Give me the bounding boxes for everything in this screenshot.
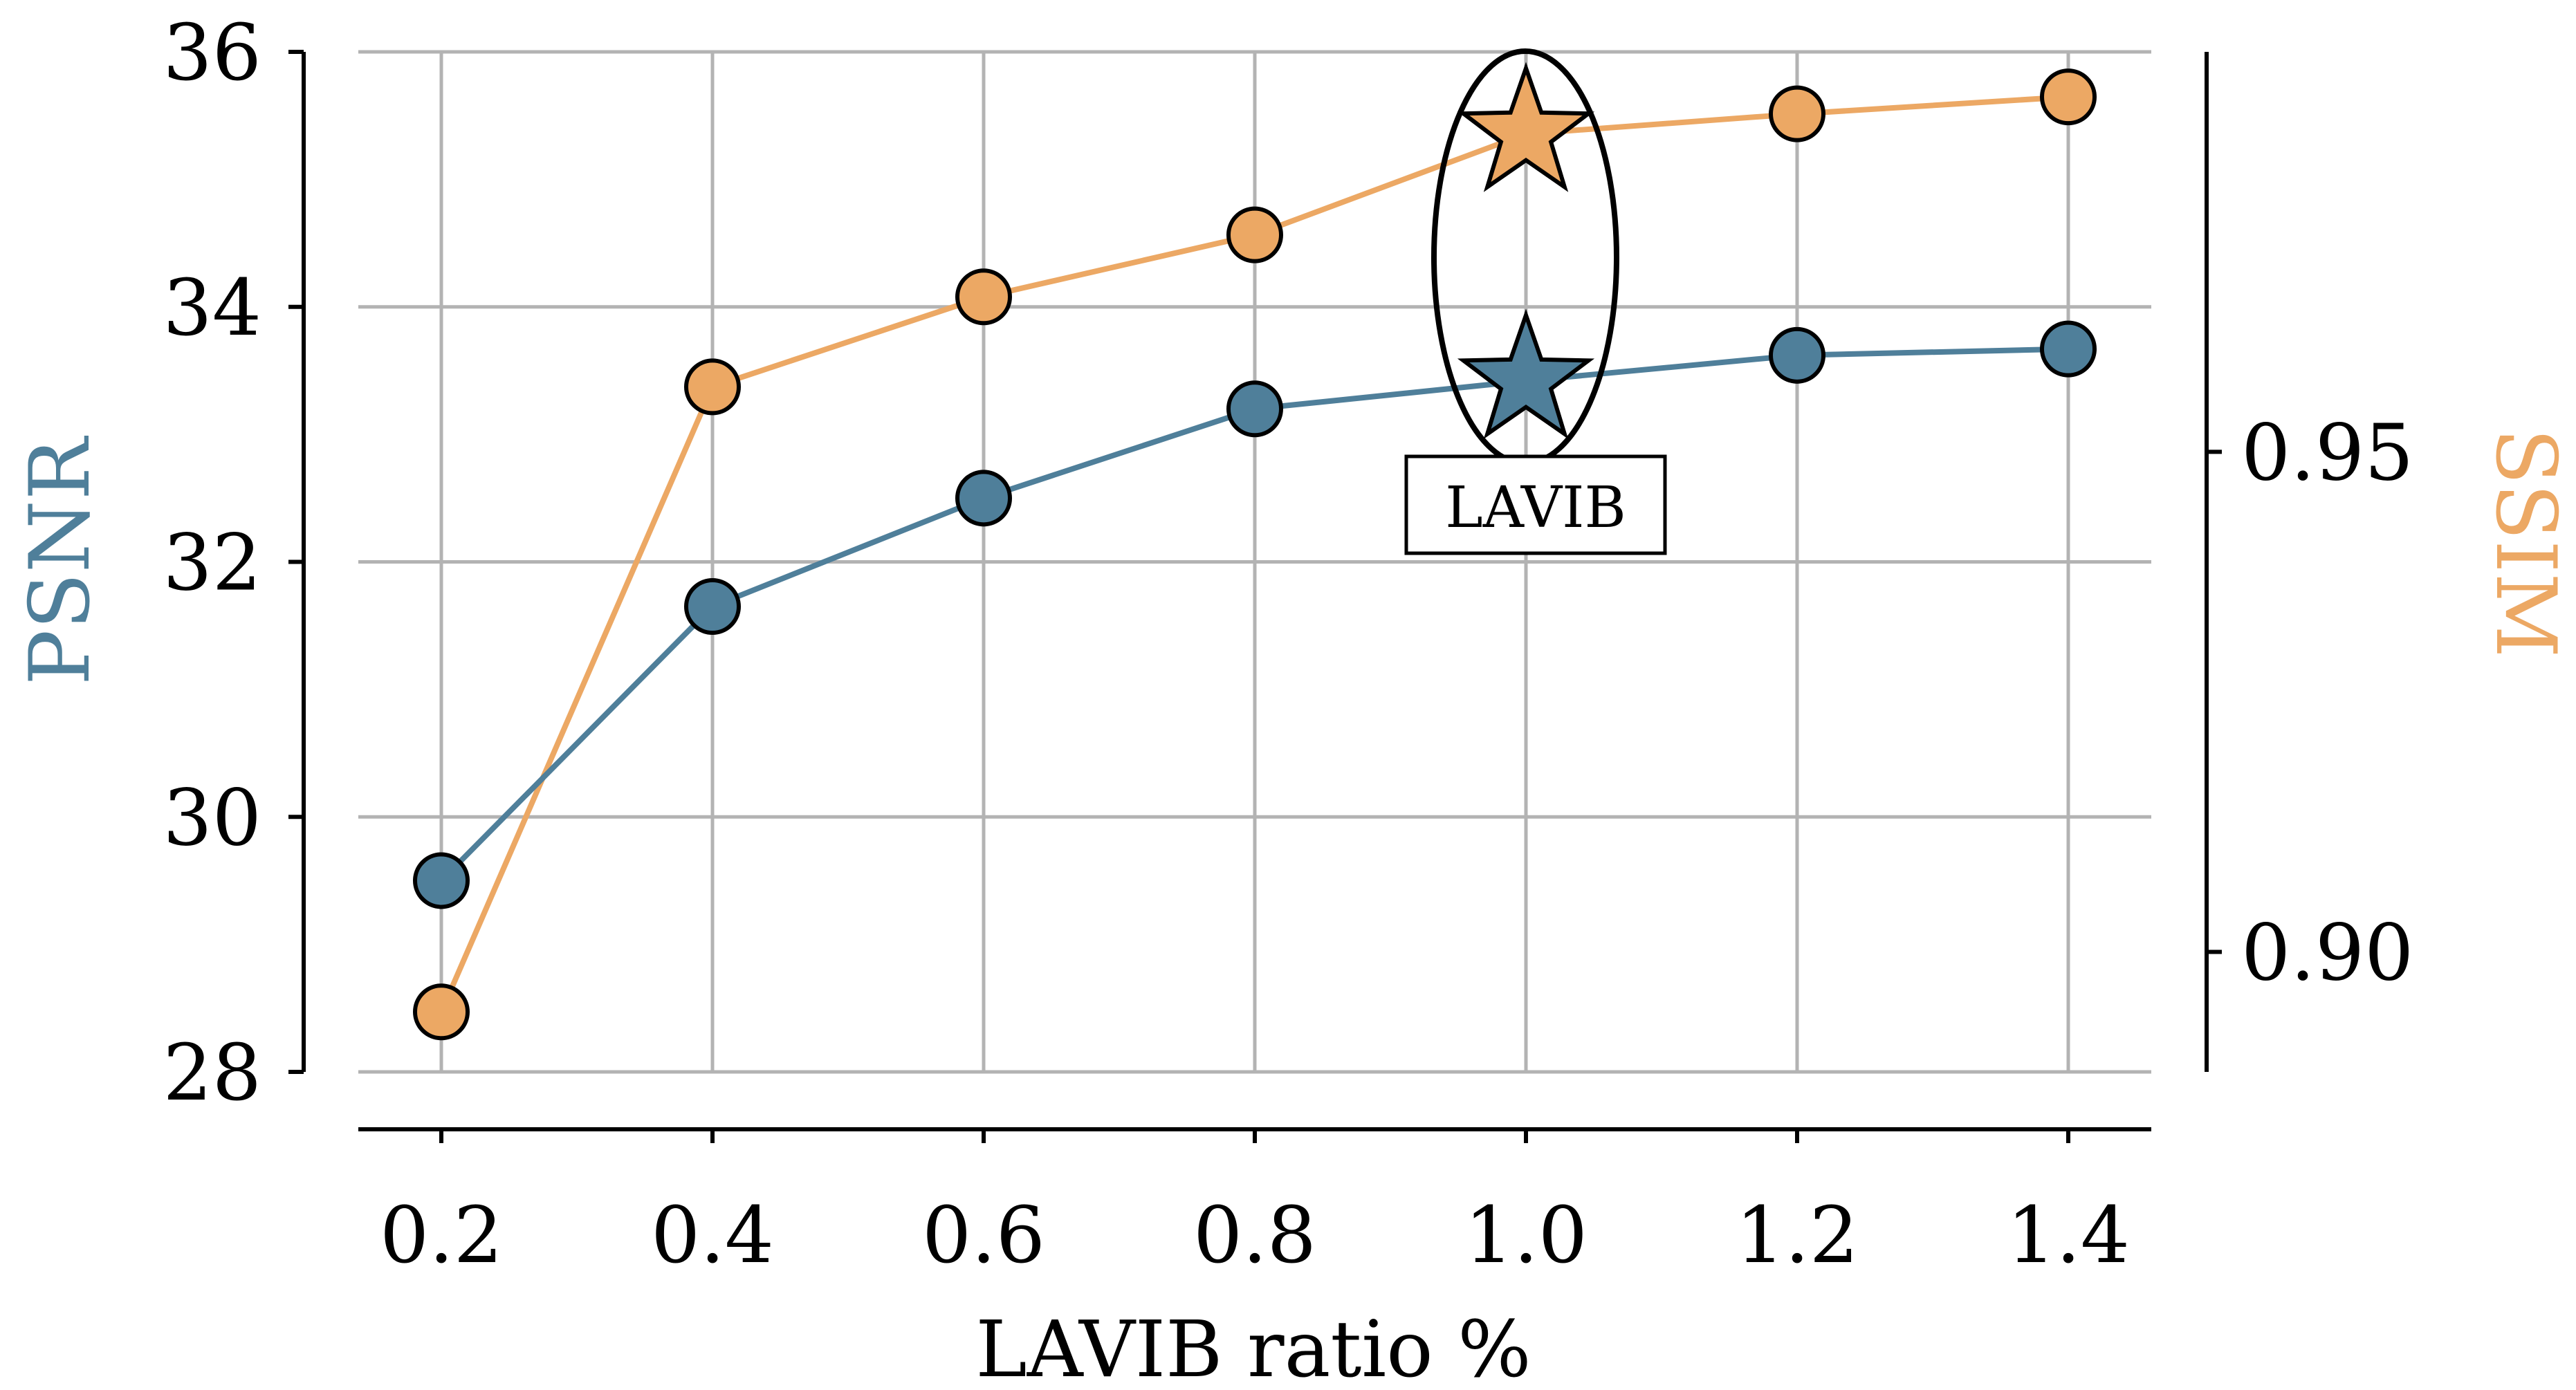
psnr-point [1769, 326, 1825, 384]
x-axis-title: LAVIB ratio % [975, 1305, 1531, 1390]
y-left-tick-label: 34 [163, 263, 261, 353]
psnr-point [1226, 380, 1283, 438]
ticks: 0.2 0.4 0.6 0.8 1.0 1.2 1.4 28 30 32 34 36 0.90 0.95 [163, 8, 2413, 1281]
ssim-point [1226, 206, 1283, 263]
highlight-label: LAVIB [1445, 475, 1626, 541]
x-tick-label: 1.4 [2007, 1191, 2130, 1281]
y-right-axis-title: SSIM [2477, 428, 2573, 658]
x-tick-label: 1.2 [1736, 1191, 1859, 1281]
psnr-star-point [1457, 308, 1595, 439]
psnr-point [413, 852, 470, 909]
x-tick-label: 0.2 [380, 1191, 503, 1281]
x-tick-label: 1.0 [1464, 1191, 1588, 1281]
x-tick-label: 0.4 [651, 1191, 774, 1281]
psnr-point [2040, 320, 2097, 378]
y-right-tick-label: 0.90 [2241, 908, 2413, 998]
ssim-point [2040, 68, 2097, 126]
psnr-point [684, 578, 741, 636]
highlight-label-box [1404, 454, 1667, 555]
ssim-point [413, 983, 470, 1041]
ssim-point [684, 358, 741, 416]
y-left-axis-title: PSNR [12, 435, 109, 685]
ssim-star-point [1457, 62, 1595, 192]
x-tick-label: 0.6 [922, 1191, 1045, 1281]
x-tick-label: 0.8 [1193, 1191, 1316, 1281]
y-right-tick-label: 0.95 [2241, 408, 2413, 498]
y-left-tick-label: 30 [163, 773, 261, 863]
annotation: LAVIB [1404, 48, 1667, 555]
ssim-point [1769, 85, 1825, 142]
grid [358, 50, 2151, 1074]
y-left-tick-label: 28 [163, 1028, 261, 1118]
y-left-tick-label: 36 [163, 8, 261, 98]
ssim-point [955, 268, 1012, 326]
psnr-point [955, 470, 1012, 527]
series [413, 62, 2097, 1041]
y-left-tick-label: 32 [163, 519, 261, 609]
